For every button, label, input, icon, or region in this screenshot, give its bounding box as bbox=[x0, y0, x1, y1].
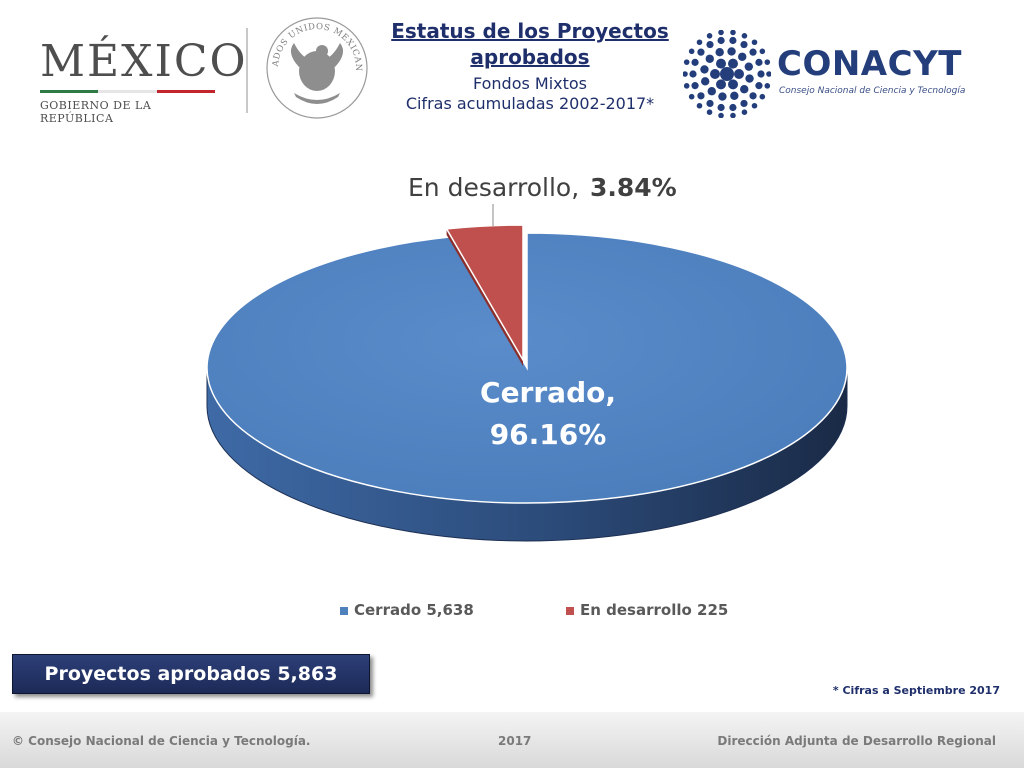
conacyt-dot bbox=[740, 85, 749, 94]
conacyt-dot bbox=[700, 65, 709, 74]
conacyt-dot bbox=[759, 48, 766, 55]
conacyt-dot bbox=[755, 58, 763, 66]
header-divider bbox=[246, 28, 248, 113]
conacyt-dot bbox=[766, 71, 771, 77]
conacyt-dot bbox=[749, 48, 757, 56]
conacyt-dot bbox=[764, 59, 771, 65]
conacyt-tagline: Consejo Nacional de Ciencia y Tecnología bbox=[779, 86, 966, 96]
mexico-subtitle: GOBIERNO DE LA REPÚBLICA bbox=[40, 99, 152, 125]
pie-chart: Cerrado, 96.16% En desarrollo, 3.84% Cerrad… bbox=[206, 173, 848, 619]
data-label-cerrado-percent: 96.16% bbox=[490, 418, 607, 451]
pie-slice-en-desarrollo bbox=[445, 224, 524, 363]
conacyt-dot bbox=[728, 79, 738, 90]
page-subtitle-range: Cifras acumuladas 2002-2017* bbox=[405, 94, 655, 113]
conacyt-dot bbox=[706, 40, 714, 49]
conacyt-dot bbox=[718, 30, 724, 36]
conacyt-logo-icon bbox=[683, 30, 771, 118]
title-block: Estatus de los Proyectos aprobados Fondo… bbox=[370, 18, 690, 114]
conacyt-dot bbox=[689, 70, 697, 78]
conacyt-dot bbox=[730, 112, 736, 118]
conacyt-dot bbox=[683, 83, 690, 89]
conacyt-dot bbox=[730, 30, 736, 36]
footer-year: 2017 bbox=[498, 734, 532, 748]
conacyt-dot bbox=[741, 109, 748, 116]
conacyt-dot bbox=[741, 32, 748, 39]
conacyt-dot bbox=[705, 54, 714, 63]
flag-stripe-red bbox=[156, 90, 215, 93]
page-title: Estatus de los Proyectos aprobados bbox=[391, 19, 669, 69]
legend-item-en-desarrollo-swatch bbox=[566, 607, 574, 615]
conacyt-dot bbox=[755, 82, 763, 90]
approved-projects-total: Proyectos aprobados 5,863 bbox=[12, 654, 370, 694]
conacyt-dot bbox=[759, 93, 766, 100]
conacyt-dot bbox=[697, 92, 705, 100]
data-label-desarrollo-name: En desarrollo, bbox=[408, 173, 579, 202]
conacyt-dot bbox=[688, 93, 695, 100]
conacyt-dot bbox=[729, 103, 737, 112]
conacyt-dot bbox=[745, 74, 754, 83]
data-label-desarrollo-percent: 3.84% bbox=[590, 173, 677, 202]
conacyt-dot bbox=[730, 91, 739, 101]
conacyt-dot bbox=[749, 92, 757, 100]
conacyt-dot bbox=[716, 79, 726, 90]
conacyt-dot bbox=[706, 109, 713, 116]
conacyt-dot bbox=[751, 102, 758, 109]
footnote: * Cifras a Septiembre 2017 bbox=[832, 684, 1000, 697]
conacyt-dot bbox=[718, 112, 724, 118]
conacyt-dot bbox=[757, 70, 765, 78]
flag-stripe-green bbox=[40, 90, 99, 93]
pie-slice-side-en-desarrollo bbox=[446, 228, 523, 366]
conacyt-wordmark: CONACYT bbox=[777, 44, 962, 84]
conacyt-dot bbox=[734, 69, 744, 79]
conacyt-dot bbox=[718, 92, 727, 101]
conacyt-dot bbox=[764, 83, 771, 89]
conacyt-dot bbox=[707, 87, 716, 96]
conacyt-dot bbox=[710, 69, 720, 79]
legend-item-cerrado-swatch bbox=[340, 607, 348, 615]
legend-item-en-desarrollo-label: En desarrollo 225 bbox=[580, 601, 728, 619]
footer-copyright: © Consejo Nacional de Ciencia y Tecnolog… bbox=[12, 734, 311, 748]
page-subtitle: Fondos Mixtos bbox=[472, 74, 588, 93]
conacyt-dot bbox=[683, 59, 690, 65]
conacyt-dot bbox=[706, 99, 714, 108]
conacyt-dot bbox=[697, 48, 705, 56]
conacyt-dot bbox=[727, 47, 736, 56]
conacyt-dot bbox=[715, 47, 724, 57]
conacyt-dot bbox=[744, 62, 754, 71]
conacyt-dot bbox=[729, 36, 737, 45]
conacyt-dot bbox=[706, 32, 713, 39]
flag-stripes bbox=[40, 90, 215, 93]
data-label-cerrado-name: Cerrado, bbox=[480, 376, 616, 409]
conacyt-dot bbox=[740, 40, 748, 49]
conacyt-dot bbox=[716, 58, 726, 69]
footer-department: Dirección Adjunta de Desarrollo Regional bbox=[717, 734, 996, 748]
conacyt-dot bbox=[720, 67, 734, 81]
conacyt-dot bbox=[683, 71, 688, 77]
pie-slice-cerrado bbox=[206, 232, 848, 504]
conacyt-dot bbox=[691, 58, 699, 66]
conacyt-dot bbox=[717, 36, 725, 45]
mexico-government-logo: MÉXICO GOBIERNO DE LA REPÚBLICA bbox=[40, 36, 248, 125]
conacyt-dot bbox=[717, 103, 725, 112]
conacyt-dot bbox=[688, 48, 695, 55]
conacyt-dot bbox=[728, 58, 738, 69]
conacyt-dot bbox=[751, 39, 758, 46]
footer: © Consejo Nacional de Ciencia y Tecnolog… bbox=[0, 712, 1024, 768]
flag-stripe-white bbox=[98, 90, 157, 93]
conacyt-dot bbox=[740, 99, 748, 108]
conacyt-dot bbox=[738, 52, 747, 61]
mexico-wordmark: MÉXICO bbox=[40, 36, 248, 87]
conacyt-dot bbox=[691, 82, 699, 90]
conacyt-dot bbox=[696, 102, 703, 109]
conacyt-dot bbox=[700, 77, 710, 86]
legend-item-cerrado-label: Cerrado 5,638 bbox=[354, 601, 474, 619]
national-seal-icon: ESTADOS UNIDOS MEXICANOS bbox=[264, 15, 368, 119]
conacyt-dot bbox=[696, 39, 703, 46]
